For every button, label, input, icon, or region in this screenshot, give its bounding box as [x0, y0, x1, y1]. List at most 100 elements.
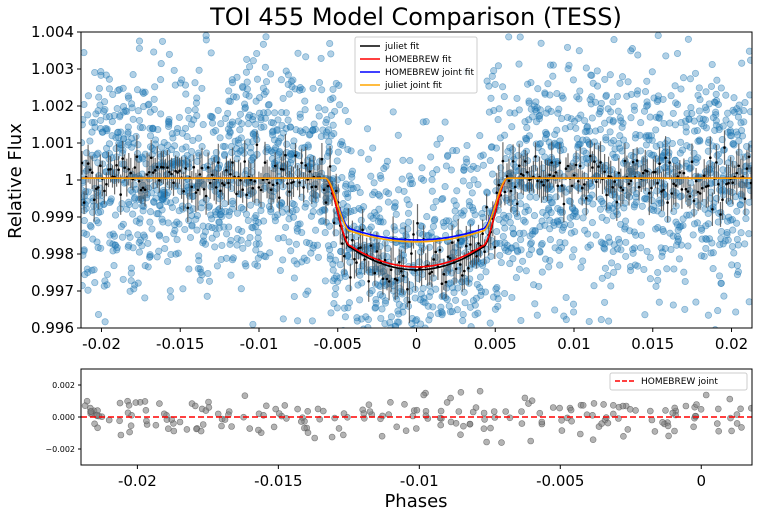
flux-point: [593, 82, 602, 90]
binned-point: [267, 181, 271, 185]
flux-point: [130, 285, 138, 293]
flux-point: [496, 251, 504, 259]
flux-point: [259, 40, 267, 48]
binned-point: [599, 161, 602, 164]
residual-point: [366, 408, 374, 415]
flux-point: [129, 71, 137, 79]
flux-point: [730, 94, 738, 102]
flux-point: [291, 85, 299, 93]
flux-point: [158, 37, 167, 45]
flux-point: [487, 143, 495, 151]
flux-point: [674, 226, 682, 234]
flux-point: [321, 277, 329, 285]
flux-point: [590, 282, 598, 290]
binned-point: [570, 184, 574, 188]
flux-point: [729, 106, 737, 114]
flux-point: [207, 157, 215, 165]
flux-point: [528, 230, 536, 238]
flux-point: [610, 187, 618, 196]
residual-point: [693, 401, 700, 408]
binned-point: [381, 277, 385, 281]
binned-point: [684, 187, 688, 191]
flux-point: [689, 231, 697, 239]
residual-point: [733, 420, 741, 427]
binned-point: [156, 165, 159, 169]
binned-point: [656, 181, 659, 185]
flux-point: [338, 138, 346, 146]
flux-point: [279, 315, 287, 323]
flux-point: [392, 210, 400, 218]
flux-point: [205, 277, 214, 285]
binned-point: [745, 167, 749, 170]
flux-point: [265, 100, 273, 109]
flux-point: [162, 235, 170, 243]
flux-point: [216, 211, 224, 219]
flux-point: [453, 187, 461, 195]
binned-point: [723, 146, 726, 149]
flux-point: [212, 230, 221, 238]
flux-point: [568, 253, 576, 261]
flux-point: [331, 291, 339, 299]
flux-point: [579, 257, 587, 265]
binned-point: [412, 233, 415, 236]
binned-point: [438, 248, 442, 252]
flux-point: [482, 268, 490, 276]
flux-point: [141, 294, 149, 302]
flux-point: [532, 193, 540, 201]
residual-point: [126, 428, 133, 436]
flux-point: [728, 216, 736, 224]
flux-point: [543, 130, 551, 138]
flux-point: [667, 245, 675, 254]
flux-point: [345, 284, 353, 292]
flux-point: [150, 95, 158, 103]
binned-point: [373, 271, 377, 275]
binned-point: [534, 155, 537, 158]
residual-point: [568, 417, 575, 425]
flux-point: [129, 210, 137, 218]
flux-point: [312, 226, 320, 234]
flux-point: [241, 103, 249, 111]
binned-point: [465, 244, 468, 248]
binned-point: [190, 185, 194, 189]
binned-point: [711, 208, 714, 211]
residual-point: [609, 410, 617, 418]
flux-point: [652, 142, 660, 150]
flux-point: [541, 89, 549, 97]
binned-point: [554, 171, 558, 174]
residual-point: [294, 405, 301, 413]
binned-point: [271, 183, 275, 187]
binned-point: [88, 168, 92, 172]
residual-point: [455, 408, 463, 415]
flux-point: [733, 271, 741, 279]
binned-point: [204, 194, 208, 198]
residual-point: [490, 408, 498, 415]
binned-point: [501, 159, 505, 163]
residual-point: [620, 432, 627, 440]
binned-point: [210, 173, 214, 177]
flux-point: [611, 145, 619, 153]
flux-point: [294, 317, 302, 325]
residual-point: [437, 407, 445, 415]
residual-point: [549, 404, 557, 411]
flux-point: [255, 94, 264, 102]
flux-point: [290, 274, 298, 282]
y-tick-label: 1: [64, 171, 74, 189]
flux-point: [675, 255, 683, 263]
flux-point: [129, 244, 137, 252]
binned-point: [221, 182, 224, 185]
flux-point: [717, 187, 725, 195]
binned-point: [328, 165, 332, 168]
flux-point: [234, 226, 242, 234]
residual-point: [87, 408, 95, 415]
flux-point: [627, 114, 635, 122]
flux-point: [188, 221, 196, 229]
residual-point: [152, 421, 160, 429]
binned-point: [526, 171, 529, 174]
flux-point: [363, 125, 372, 133]
flux-point: [243, 55, 251, 63]
flux-point: [673, 49, 682, 58]
flux-point: [155, 247, 163, 255]
flux-point: [228, 256, 237, 264]
binned-point: [428, 272, 432, 275]
residual-point: [420, 391, 428, 399]
